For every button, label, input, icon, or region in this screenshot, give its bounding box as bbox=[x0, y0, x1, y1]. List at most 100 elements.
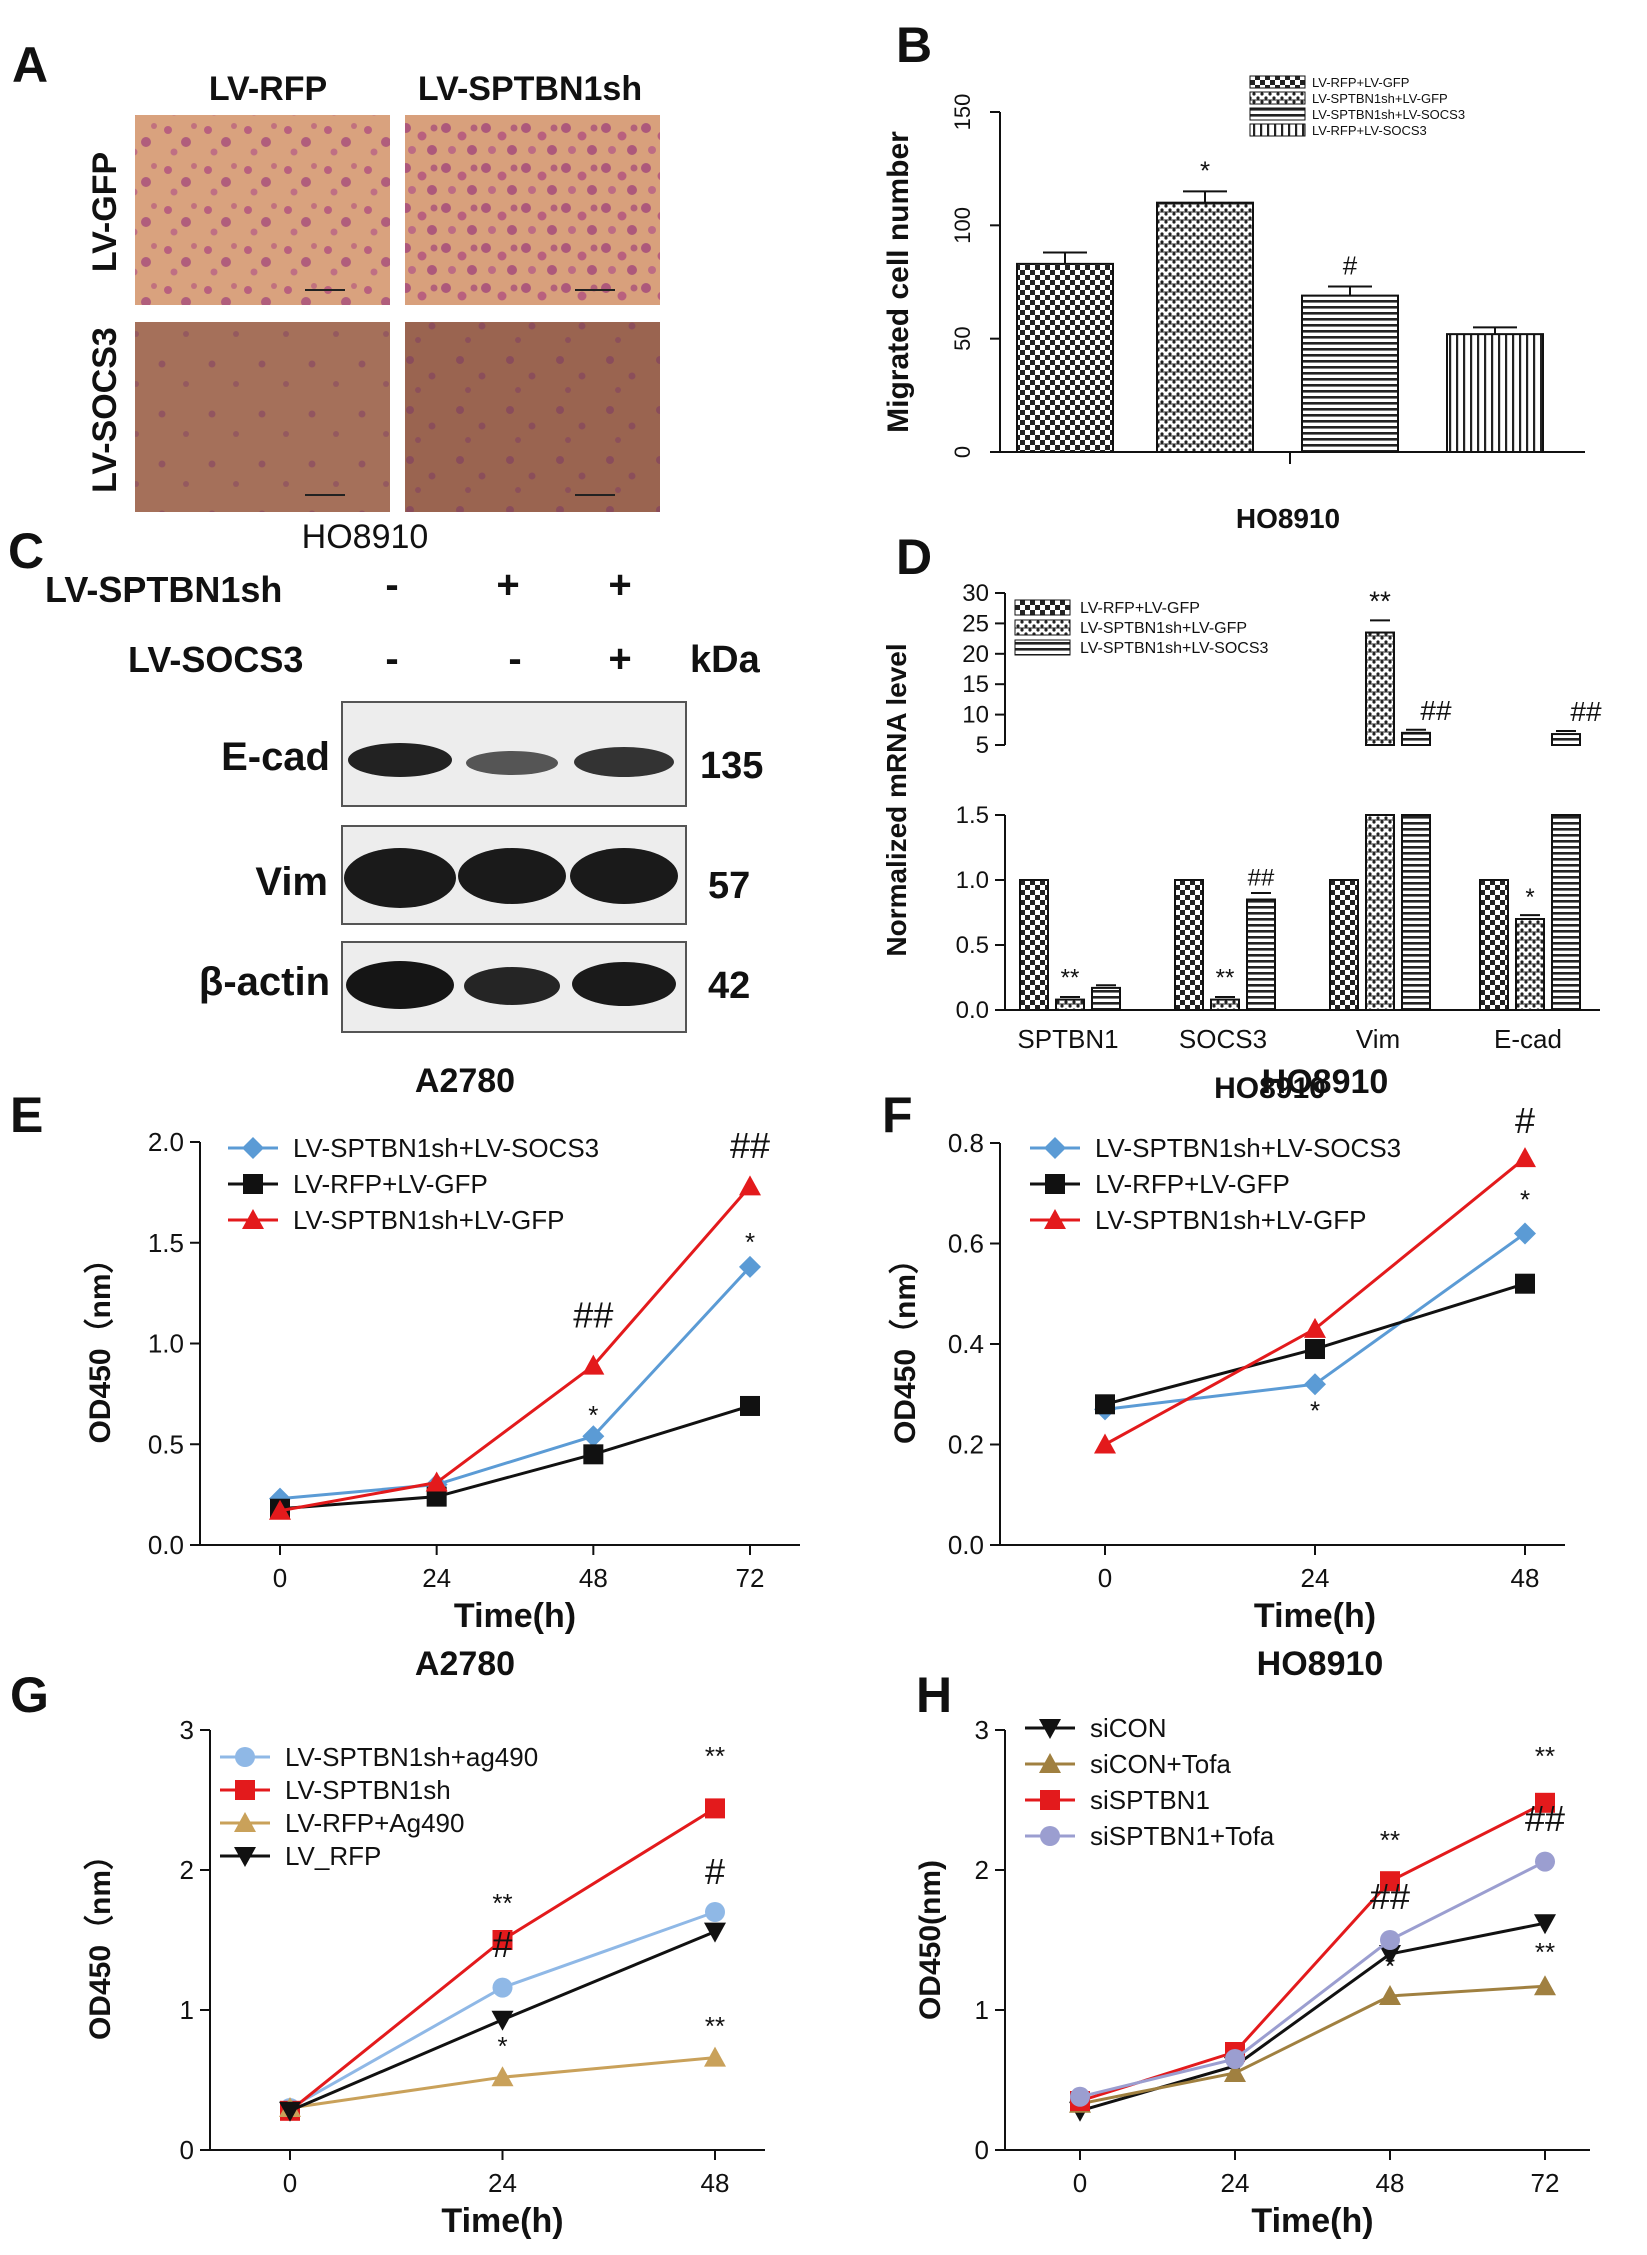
significance-mark: * bbox=[1385, 1951, 1395, 1981]
chart-title: A2780 bbox=[415, 1062, 515, 1100]
x-axis-label: Time(h) bbox=[454, 1597, 576, 1635]
x-axis-label: Time(h) bbox=[441, 2202, 563, 2240]
y-tick-label: 0.0 bbox=[948, 1530, 984, 1560]
y-tick-label: 0.4 bbox=[948, 1329, 984, 1359]
micro-row-label-2: LV-SOCS3 bbox=[86, 327, 124, 493]
data-point bbox=[1379, 1985, 1401, 2005]
micrograph-3 bbox=[135, 322, 390, 512]
data-point bbox=[1515, 1273, 1535, 1294]
band-actin-1 bbox=[346, 961, 454, 1009]
band-actin-3 bbox=[572, 962, 676, 1006]
y-axis-label: OD450（nm） bbox=[83, 1243, 117, 1443]
band-ecad-3 bbox=[574, 747, 674, 777]
y-tick-label: 10 bbox=[962, 702, 989, 729]
data-point bbox=[1304, 1373, 1326, 1396]
y-tick-label: 1.5 bbox=[956, 802, 989, 829]
data-point bbox=[1535, 1792, 1555, 1813]
band-ecad-1 bbox=[348, 743, 452, 777]
legend-label: LV-RFP+LV-GFP bbox=[1312, 75, 1409, 90]
data-point bbox=[1514, 1222, 1536, 1245]
significance-mark: ** bbox=[1061, 965, 1080, 992]
y-tick-label: 0 bbox=[180, 2135, 194, 2165]
legend-label: LV-SPTBN1sh+LV-GFP bbox=[293, 1205, 564, 1235]
legend-label: siCON bbox=[1090, 1713, 1167, 1743]
panel-letter-d: D bbox=[896, 529, 932, 585]
blot-row2-mark-3: + bbox=[608, 637, 631, 681]
x-tick-label: 24 bbox=[1301, 1563, 1330, 1593]
bar-lower bbox=[1551, 814, 1581, 1011]
legend-swatch bbox=[1014, 639, 1071, 656]
data-point bbox=[1045, 1174, 1065, 1194]
bar-lower bbox=[1365, 814, 1395, 1011]
bar bbox=[1055, 998, 1085, 1011]
band-ecad-2 bbox=[466, 751, 558, 775]
legend-label: LV-RFP+LV-SOCS3 bbox=[1312, 123, 1427, 138]
significance-mark: * bbox=[1525, 884, 1534, 911]
x-tick-label: 24 bbox=[488, 2168, 517, 2198]
data-point bbox=[1225, 2049, 1245, 2069]
micro-row-label-1: LV-GFP bbox=[86, 152, 124, 272]
significance-mark: ## bbox=[1525, 1798, 1565, 1839]
chart-migration-bar: 0 50 100 150 Migrated cell number HO8910 * # LV-… bbox=[882, 75, 1585, 534]
data-point bbox=[1224, 2062, 1246, 2082]
y-tick-label: 0.0 bbox=[956, 997, 989, 1024]
data-point bbox=[1040, 1790, 1060, 1810]
x-axis-label: Time(h) bbox=[1254, 1597, 1376, 1635]
panel-letter-b: B bbox=[896, 17, 932, 73]
data-point bbox=[1514, 1147, 1536, 1168]
data-point bbox=[1534, 1975, 1556, 1996]
y-tick-label: 0 bbox=[975, 2135, 989, 2165]
x-axis-label: HO8910 bbox=[1236, 503, 1340, 534]
blot-kda-label: kDa bbox=[690, 639, 761, 681]
y-tick-label: 0.0 bbox=[148, 1530, 184, 1560]
y-tick-label: 100 bbox=[950, 207, 975, 244]
legend-label: LV-RFP+LV-GFP bbox=[293, 1169, 488, 1199]
y-axis-label: OD450(nm) bbox=[914, 1860, 947, 2020]
x-axis-label: HO8910 bbox=[1214, 1072, 1326, 1105]
data-point bbox=[739, 1175, 761, 1196]
series-line bbox=[279, 1185, 752, 1513]
x-axis-label: Time(h) bbox=[1251, 2202, 1373, 2240]
y-axis-label: OD450（nm） bbox=[83, 1840, 117, 2040]
significance-mark: ## bbox=[1420, 695, 1452, 726]
data-point bbox=[1070, 2086, 1090, 2107]
band-label-actin: β-actin bbox=[199, 960, 330, 1004]
significance-mark: ** bbox=[1535, 1937, 1555, 1967]
data-point bbox=[242, 1137, 264, 1159]
band-label-ecad: E-cad bbox=[221, 735, 330, 779]
significance-mark: ## bbox=[730, 1125, 770, 1166]
data-point bbox=[705, 1798, 725, 1819]
data-point bbox=[492, 1930, 513, 1950]
micrograph-4 bbox=[405, 322, 660, 512]
band-vim-1 bbox=[344, 848, 456, 908]
x-tick-label: Vim bbox=[1356, 1024, 1400, 1054]
chart-title: HO8910 bbox=[1262, 1063, 1389, 1101]
band-kda-ecad: 135 bbox=[700, 745, 763, 787]
significance-mark: ** bbox=[492, 1888, 512, 1918]
y-tick-label: 0 bbox=[950, 446, 975, 458]
data-point bbox=[1039, 1719, 1061, 1739]
x-tick-label: 72 bbox=[1531, 2168, 1560, 2198]
significance-mark: * bbox=[497, 2031, 507, 2061]
chart-e-line: 0.0 0.5 1.0 1.5 2.0 0 24 48 72 Time(h) OD450（nm） A2… bbox=[83, 1062, 800, 1635]
data-point bbox=[1534, 1914, 1556, 1935]
data-point bbox=[582, 1354, 605, 1375]
significance-mark: # bbox=[492, 1924, 512, 1965]
data-point bbox=[234, 1847, 256, 1867]
y-tick-label: 1.5 bbox=[148, 1228, 184, 1258]
y-tick-label: 25 bbox=[962, 610, 989, 637]
significance-mark: ## bbox=[1248, 865, 1275, 892]
data-point bbox=[1095, 1394, 1115, 1415]
series-line bbox=[279, 1265, 752, 1501]
panel-letter-f: F bbox=[882, 1087, 913, 1143]
x-tick-label: SPTBN1 bbox=[1017, 1024, 1118, 1054]
blot-row2-mark-1: - bbox=[385, 637, 398, 681]
chart-mrna-bar: 0.0 0.5 1.0 1.5 5 10 15 20 25 30 Normalized mRNA l… bbox=[881, 580, 1602, 1105]
y-tick-label: 3 bbox=[975, 1715, 989, 1745]
y-tick-label: 30 bbox=[962, 580, 989, 607]
bar bbox=[1210, 998, 1240, 1011]
significance-mark: ** bbox=[1380, 1825, 1400, 1855]
legend-swatch bbox=[1249, 75, 1306, 89]
